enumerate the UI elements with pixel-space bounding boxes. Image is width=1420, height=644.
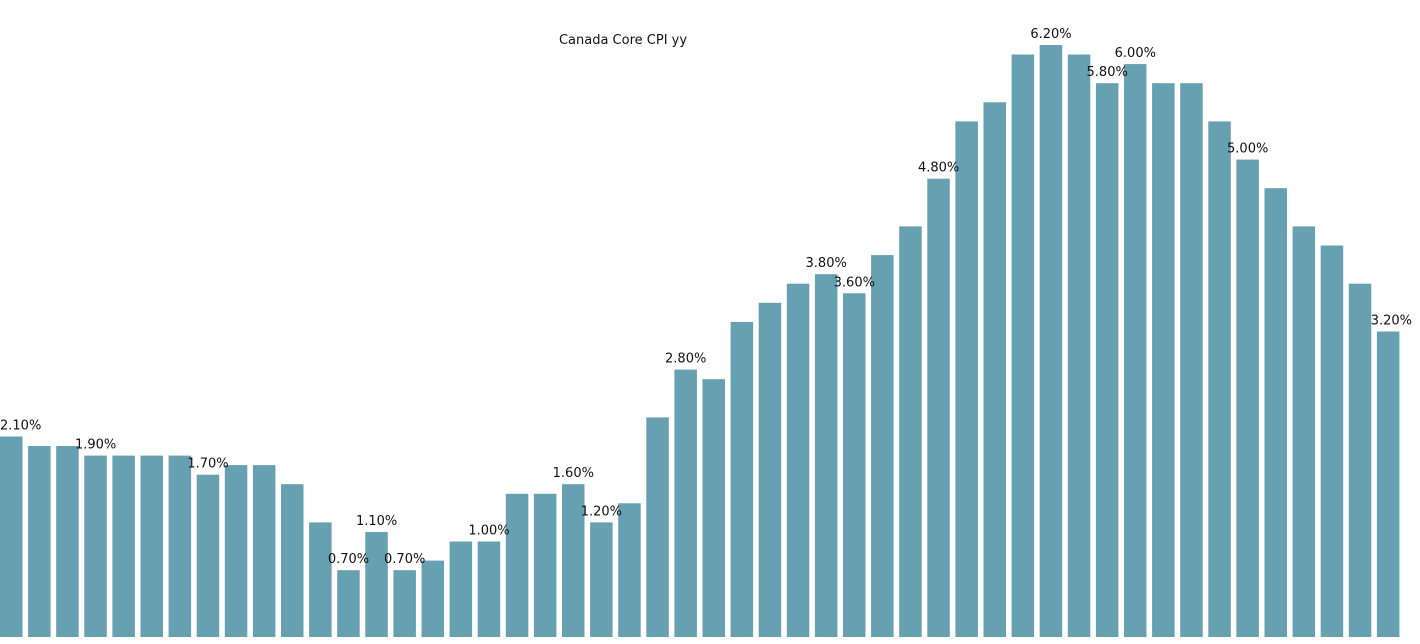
- bar: [843, 293, 866, 637]
- bar: [702, 379, 725, 637]
- bar: [927, 178, 950, 637]
- bar: [674, 369, 697, 637]
- bar: [1320, 245, 1344, 637]
- bar: [562, 484, 585, 637]
- data-label: 1.20%: [581, 504, 622, 519]
- bar: [505, 493, 529, 637]
- data-label: 1.70%: [187, 457, 228, 472]
- bar: [1152, 83, 1175, 637]
- data-label: 1.60%: [553, 466, 594, 481]
- bar: [140, 455, 163, 637]
- data-label: 5.80%: [1087, 65, 1128, 80]
- bar: [196, 474, 220, 637]
- bar: [730, 321, 754, 637]
- bar: [899, 226, 922, 637]
- data-label: 6.20%: [1030, 27, 1071, 42]
- data-label: 5.00%: [1227, 142, 1268, 157]
- bar: [786, 283, 810, 637]
- bar: [1348, 283, 1372, 637]
- data-label: 6.00%: [1115, 46, 1156, 61]
- bar: [252, 465, 276, 637]
- bar: [1067, 54, 1091, 637]
- bar: [1039, 45, 1063, 637]
- bar: [1208, 121, 1231, 637]
- bar: [112, 455, 135, 637]
- data-label: 1.00%: [468, 524, 509, 539]
- bar: [533, 493, 557, 637]
- bar: [814, 274, 838, 637]
- bar: [365, 532, 388, 637]
- bar: [168, 455, 192, 637]
- data-labels-group: 2.10% 1.90% 1.70% 0.70% 1.10% 0.70% 1.00% 1.60%…: [0, 27, 1412, 567]
- bar: [337, 570, 360, 637]
- chart-title: Canada Core CPI yy: [559, 33, 687, 48]
- bar: [0, 436, 23, 637]
- bar: [28, 446, 51, 637]
- bar: [1292, 226, 1316, 637]
- bar: [449, 541, 473, 637]
- bar: [983, 102, 1006, 638]
- data-label: 3.60%: [834, 275, 875, 290]
- data-label: 0.70%: [384, 552, 425, 567]
- bars-group: [0, 45, 1400, 638]
- bar: [421, 560, 444, 637]
- bar: [56, 446, 79, 637]
- bar: [1376, 331, 1400, 637]
- bar: [618, 503, 641, 637]
- bar: [224, 465, 248, 637]
- data-label: 3.80%: [806, 256, 847, 271]
- data-label: 1.10%: [356, 514, 397, 529]
- bar: [84, 455, 107, 637]
- bar: [1011, 54, 1035, 637]
- data-label: 2.80%: [665, 352, 706, 367]
- bar: [477, 541, 501, 637]
- bar: [1264, 188, 1287, 637]
- data-label: 2.10%: [0, 419, 41, 434]
- bar: [955, 121, 978, 637]
- bar: [1180, 83, 1203, 637]
- bar: [871, 255, 894, 637]
- bar: [393, 570, 416, 637]
- data-label: 0.70%: [328, 552, 369, 567]
- bar: [281, 484, 304, 637]
- bar: [758, 302, 782, 637]
- bar: [590, 522, 613, 637]
- bar: [1236, 159, 1259, 637]
- bar: [1124, 64, 1147, 638]
- bar: [1095, 83, 1119, 637]
- data-label: 1.90%: [75, 438, 116, 453]
- bar: [646, 417, 669, 637]
- data-label: 3.20%: [1371, 314, 1412, 329]
- data-label: 4.80%: [918, 161, 959, 176]
- bar: [309, 522, 332, 637]
